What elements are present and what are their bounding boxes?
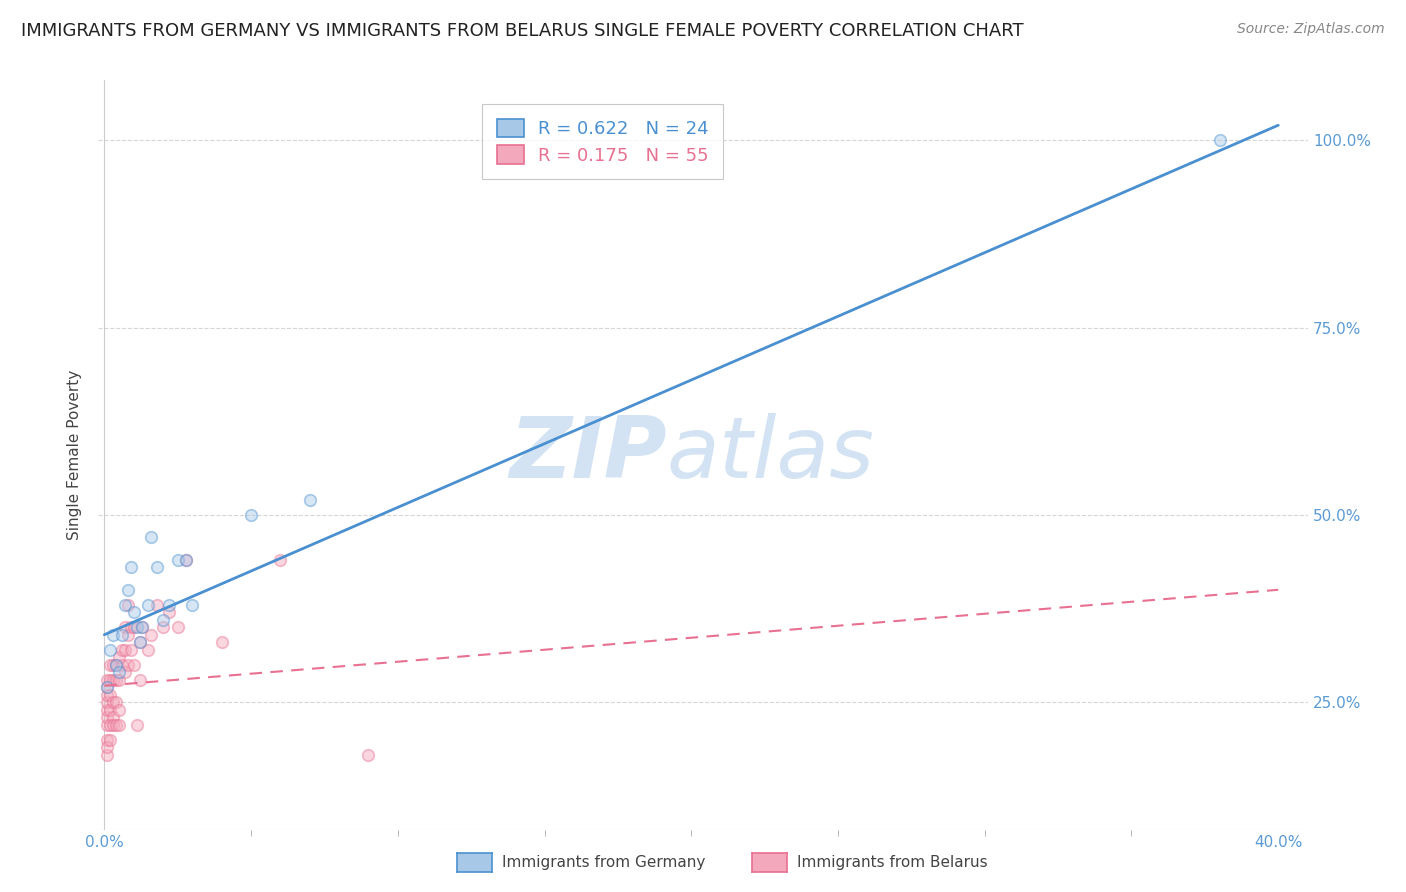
Point <box>128 635 150 649</box>
Point <box>125 620 148 634</box>
Y-axis label: Single Female Poverty: Single Female Poverty <box>66 370 82 540</box>
Text: atlas: atlas <box>666 413 875 497</box>
Point <box>176 553 198 567</box>
Point <box>131 620 153 634</box>
Point <box>108 717 131 731</box>
Point <box>125 717 148 731</box>
Point <box>98 732 121 747</box>
Point <box>157 605 180 619</box>
Point <box>181 598 204 612</box>
Point <box>146 560 169 574</box>
Point <box>105 657 128 672</box>
Point <box>117 582 139 597</box>
Point <box>269 553 291 567</box>
Point <box>96 695 118 709</box>
Point <box>108 703 131 717</box>
Point <box>120 642 142 657</box>
Point <box>111 642 134 657</box>
Point <box>96 703 118 717</box>
Text: IMMIGRANTS FROM GERMANY VS IMMIGRANTS FROM BELARUS SINGLE FEMALE POVERTY CORRELA: IMMIGRANTS FROM GERMANY VS IMMIGRANTS FR… <box>21 22 1024 40</box>
Point <box>96 732 118 747</box>
Point <box>141 628 163 642</box>
Point <box>120 560 142 574</box>
Point <box>166 553 188 567</box>
Point <box>122 620 145 634</box>
Point <box>152 613 174 627</box>
Point <box>105 717 128 731</box>
Point <box>105 657 128 672</box>
Point <box>298 492 321 507</box>
Point <box>111 628 134 642</box>
Point <box>108 665 131 680</box>
Text: Source: ZipAtlas.com: Source: ZipAtlas.com <box>1237 22 1385 37</box>
Point <box>98 717 121 731</box>
Point <box>96 688 118 702</box>
Point <box>114 620 136 634</box>
Point <box>96 747 118 762</box>
Text: ZIP: ZIP <box>509 413 666 497</box>
Point <box>117 657 139 672</box>
Point <box>96 673 118 687</box>
Point <box>122 605 145 619</box>
Point <box>176 553 198 567</box>
Point <box>101 717 124 731</box>
Point <box>128 635 150 649</box>
Point <box>96 717 118 731</box>
Point <box>114 665 136 680</box>
Point <box>111 657 134 672</box>
Point <box>105 695 128 709</box>
Point <box>98 703 121 717</box>
Text: Immigrants from Germany: Immigrants from Germany <box>502 855 706 870</box>
Point <box>98 642 121 657</box>
Point <box>211 635 233 649</box>
Point <box>117 628 139 642</box>
Point <box>141 530 163 544</box>
Point <box>98 657 121 672</box>
Point <box>108 650 131 665</box>
Point <box>152 620 174 634</box>
Point <box>96 740 118 755</box>
Point <box>96 680 118 694</box>
Point <box>114 598 136 612</box>
Point <box>105 673 128 687</box>
Point <box>120 620 142 634</box>
Point <box>117 598 139 612</box>
Legend: R = 0.622   N = 24, R = 0.175   N = 55: R = 0.622 N = 24, R = 0.175 N = 55 <box>482 104 723 179</box>
Point <box>146 598 169 612</box>
Point <box>128 673 150 687</box>
Point <box>136 598 159 612</box>
Text: Immigrants from Belarus: Immigrants from Belarus <box>797 855 988 870</box>
Point <box>101 657 124 672</box>
Point <box>166 620 188 634</box>
Point <box>101 673 124 687</box>
Point <box>240 508 263 522</box>
Point <box>101 695 124 709</box>
Point <box>114 642 136 657</box>
Point <box>98 688 121 702</box>
Point <box>98 673 121 687</box>
Point <box>96 710 118 724</box>
Point <box>122 657 145 672</box>
Point <box>108 673 131 687</box>
Point <box>131 620 153 634</box>
Point <box>101 628 124 642</box>
Point <box>136 642 159 657</box>
Point <box>157 598 180 612</box>
Point <box>96 680 118 694</box>
Point <box>101 710 124 724</box>
Point <box>1208 133 1230 147</box>
Point <box>357 747 380 762</box>
